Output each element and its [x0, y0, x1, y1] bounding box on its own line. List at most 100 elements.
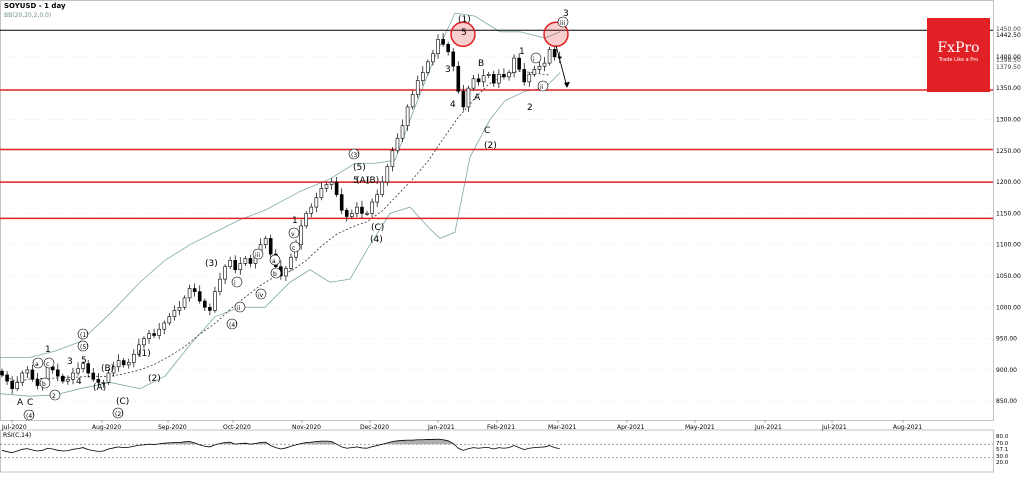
- wave-label-ring: [77, 328, 89, 340]
- y-tick-label: 850.00: [996, 398, 1017, 405]
- wave-label: (4): [370, 235, 383, 245]
- wave-label-ring: [49, 389, 61, 401]
- candle-body: [502, 74, 506, 78]
- candle-body: [512, 57, 516, 73]
- candle-body: [375, 194, 379, 203]
- projection-arrow-head: [564, 81, 570, 88]
- rsi-tick-label: 30.0: [996, 454, 1009, 460]
- wave-label-ring: [32, 357, 44, 369]
- candle-body: [15, 382, 20, 389]
- x-tick-label: Apr-2021: [617, 424, 645, 431]
- wave-label-ring: [530, 52, 542, 64]
- x-tick-label: Aug-2020: [92, 424, 121, 431]
- wave-label: 4: [450, 100, 456, 110]
- wave-label: (5): [353, 163, 366, 173]
- candle-body: [152, 333, 156, 336]
- candle-body: [20, 372, 25, 383]
- candle-body: [5, 374, 9, 382]
- y-tick-label: 1300.00: [996, 116, 1021, 123]
- wave-label-ring: [537, 80, 549, 92]
- candle-body: [111, 366, 116, 374]
- wave-label: (A): [93, 383, 106, 393]
- candle-body: [137, 344, 141, 355]
- y-tick-label: 1250.00: [996, 148, 1021, 155]
- candle-body: [415, 80, 420, 95]
- candle-body: [476, 78, 481, 83]
- candle-body: [329, 181, 334, 185]
- candle-body: [101, 382, 106, 384]
- candle-body: [172, 310, 177, 317]
- candle-body: [385, 166, 390, 183]
- candle-body: [238, 263, 243, 271]
- candle-body: [537, 65, 542, 70]
- candle-body: [268, 238, 273, 255]
- wave-label-ring: [288, 227, 300, 239]
- rsi-tick-label: 57.1: [996, 447, 1008, 453]
- candle-body: [324, 184, 329, 189]
- wave-label: (2): [484, 141, 497, 151]
- candle-body: [106, 372, 111, 383]
- wave-label: (1): [458, 15, 471, 25]
- brand-logo: FxPro Trade Like a Pro: [927, 18, 990, 92]
- candle-body: [55, 369, 60, 377]
- wave-label: 5: [353, 176, 359, 186]
- x-tick-label: Sep-2020: [158, 424, 187, 431]
- rsi-frame: [0, 429, 994, 473]
- candle-body: [344, 209, 349, 217]
- candle-body: [192, 288, 197, 292]
- wave-label-ring: [269, 254, 281, 266]
- highlight-circle: [450, 21, 476, 48]
- candle-body: [532, 69, 537, 75]
- candle-body: [91, 372, 96, 380]
- candle-body: [35, 379, 40, 386]
- price-scale-label: 1450.00: [996, 26, 1021, 33]
- x-tick-label: Mar-2021: [548, 424, 577, 431]
- candle-body: [390, 150, 395, 167]
- wave-label-ring: [226, 318, 238, 330]
- y-tick-label: 1200.00: [996, 179, 1021, 186]
- rsi-line: [1, 438, 560, 454]
- wave-label: 3: [67, 357, 73, 367]
- candle-body: [400, 125, 405, 139]
- candle-body: [289, 256, 293, 269]
- wave-label-ring: [231, 276, 243, 288]
- y-tick-label: 900.00: [996, 367, 1017, 374]
- x-tick-label: Oct-2020: [223, 424, 251, 431]
- candle-body: [284, 268, 288, 277]
- candle-body: [319, 188, 324, 199]
- candle-body: [365, 213, 369, 215]
- candle-body: [441, 39, 445, 45]
- wave-label: (1): [80, 332, 89, 339]
- wave-label: (C): [116, 397, 129, 407]
- wave-label-ring: [39, 377, 51, 389]
- candle-body: [451, 51, 456, 67]
- candle-body: [86, 363, 90, 374]
- wave-label: (3): [205, 259, 218, 269]
- x-tick-label: Nov-2020: [292, 424, 321, 431]
- wave-label: v: [291, 231, 295, 238]
- candle-body: [456, 65, 461, 92]
- wave-label-ring: [255, 288, 267, 300]
- rsi-overbought-fill: [2, 439, 560, 445]
- wave-label: ii: [237, 305, 241, 312]
- wave-label: (2): [148, 374, 161, 384]
- wave-label: 2: [527, 103, 533, 113]
- wave-label-ring: [348, 148, 360, 160]
- candle-body: [25, 369, 30, 374]
- candle-body: [370, 201, 374, 214]
- candle-body: [263, 238, 268, 245]
- candle-body: [167, 316, 172, 324]
- wave-label: (1): [138, 349, 151, 359]
- wave-label: (3): [351, 152, 360, 159]
- candle-body: [203, 300, 207, 308]
- candle-body: [197, 291, 202, 302]
- wave-label: 5: [461, 28, 467, 38]
- candle-body: [96, 379, 101, 383]
- wave-label: (4): [229, 322, 238, 329]
- candle-body: [431, 53, 435, 63]
- wave-label: b: [273, 271, 277, 278]
- wave-label-ring: [252, 248, 264, 260]
- candle-body: [76, 368, 80, 374]
- rsi-tick-label: 70.0: [996, 441, 1009, 447]
